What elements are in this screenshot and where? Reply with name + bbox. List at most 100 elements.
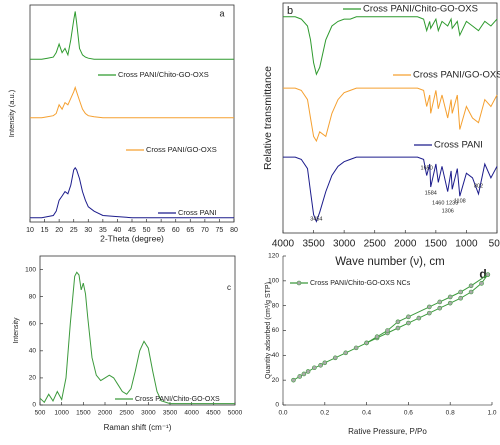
x-tick-label: 0.6 [404, 410, 413, 417]
x-tick-label: 60 [172, 227, 180, 234]
peak-label: 1233 [446, 200, 458, 206]
legend-label: Cross PANI [178, 208, 217, 217]
data-line [30, 85, 234, 119]
panel-label: b [287, 5, 293, 17]
x-tick-label: 1500 [76, 410, 91, 417]
data-point [353, 345, 359, 351]
x-tick-label: 1000 [455, 239, 478, 250]
x-tick-label: 35 [99, 227, 107, 234]
y-tick-label: 80 [272, 302, 280, 309]
data-point [305, 369, 311, 374]
x-tick-label: 2000 [394, 239, 417, 250]
data-point [485, 272, 491, 277]
x-tick-label: 40 [114, 227, 122, 234]
x-tick-label: 1.0 [487, 410, 496, 417]
y-tick-label: 20 [272, 377, 280, 384]
panel-label: a [219, 8, 224, 18]
panel-label: c [227, 283, 231, 292]
x-tick-label: 1500 [425, 239, 448, 250]
data-point [447, 294, 453, 300]
x-tick-label: 45 [128, 227, 136, 234]
x-tick-label: 0.4 [362, 410, 371, 417]
peak-label: 1584 [425, 190, 437, 196]
y-tick-label: 20 [29, 375, 37, 382]
x-axis-label: 2-Theta (degree) [100, 233, 164, 243]
x-tick-label: 5000 [228, 410, 243, 417]
x-tick-label: 20 [55, 227, 63, 234]
data-point [437, 299, 443, 305]
peak-label: 1108 [454, 198, 466, 204]
x-tick-label: 2500 [119, 410, 134, 417]
x-tick-label: 500 [489, 239, 500, 250]
peak-label: 802 [474, 183, 483, 189]
y-tick-label: 40 [272, 352, 280, 359]
x-tick-label: 0.2 [320, 410, 329, 417]
x-axis-label: Rative Pressure, P/Po [348, 427, 427, 436]
data-line [30, 11, 234, 60]
y-tick-label: 40 [29, 348, 37, 355]
x-tick-label: 1000 [54, 410, 69, 417]
data-point [312, 365, 317, 371]
plot-frame [282, 2, 498, 234]
legend-label: Cross PANI/Chito-GO-OXS [118, 70, 209, 79]
data-point [385, 328, 390, 333]
data-line [283, 156, 498, 223]
x-tick-label: 500 [35, 410, 46, 417]
peak-label: 1306 [442, 208, 454, 214]
data-point [426, 304, 432, 310]
legend-label: Cross PANI/Chito-GO-OXS [135, 396, 220, 403]
data-point [437, 305, 443, 311]
data-point [297, 374, 303, 379]
y-axis-label: Quantity adsorbed (cm³/g STP) [265, 282, 272, 379]
x-axis-label: Wave number (ν), cm [335, 256, 444, 268]
x-tick-label: 55 [157, 227, 165, 234]
x-tick-label: 50 [143, 227, 151, 234]
data-point [301, 371, 307, 377]
peak-label: 1460 [432, 200, 444, 206]
legend-label: Cross PANI/GO-OXS [413, 70, 500, 81]
y-tick-label: 80 [29, 293, 37, 300]
data-point [395, 319, 401, 325]
x-tick-label: 0.8 [446, 410, 455, 417]
y-axis-label: Relative transmittance [262, 66, 274, 170]
legend-label: Cross PANI/Chito-GO-OXS NCs [310, 280, 411, 287]
data-point [332, 355, 338, 361]
y-tick-label: 120 [268, 253, 279, 260]
x-tick-label: 15 [41, 227, 49, 234]
data-point [322, 360, 328, 366]
y-tick-label: 60 [29, 320, 37, 327]
x-tick-label: 3000 [333, 239, 356, 250]
data-point [395, 325, 401, 331]
x-tick-label: 3500 [163, 410, 178, 417]
x-tick-label: 3500 [302, 239, 325, 250]
legend-label: Cross PANI [434, 140, 483, 151]
peak-label: 3454 [310, 216, 322, 222]
x-tick-label: 3000 [141, 410, 156, 417]
y-axis-label: Intensity [13, 317, 20, 344]
x-tick-label: 4000 [184, 410, 199, 417]
x-tick-label: 10 [26, 227, 34, 234]
data-point [416, 315, 422, 321]
data-line [30, 166, 234, 219]
data-point [458, 289, 463, 295]
y-tick-label: 100 [25, 266, 36, 273]
y-tick-label: 0 [275, 402, 279, 409]
x-axis-label: Raman shift (cm⁻¹) [104, 423, 172, 432]
x-tick-label: 25 [70, 227, 78, 234]
x-tick-label: 2000 [98, 410, 113, 417]
peak-label: 1650 [421, 165, 433, 171]
data-point [458, 295, 463, 301]
data-point [343, 350, 349, 356]
x-tick-label: 75 [216, 227, 224, 234]
data-point [468, 289, 474, 295]
x-tick-label: 4500 [206, 410, 221, 417]
data-point [291, 377, 296, 383]
data-point [364, 340, 369, 346]
panel-label: d [479, 267, 486, 281]
data-point [447, 300, 453, 306]
x-tick-label: 4000 [272, 239, 295, 250]
legend-label: Cross PANI/GO-OXS [146, 145, 217, 154]
x-tick-label: 80 [230, 227, 238, 234]
plot-frame [39, 255, 236, 406]
